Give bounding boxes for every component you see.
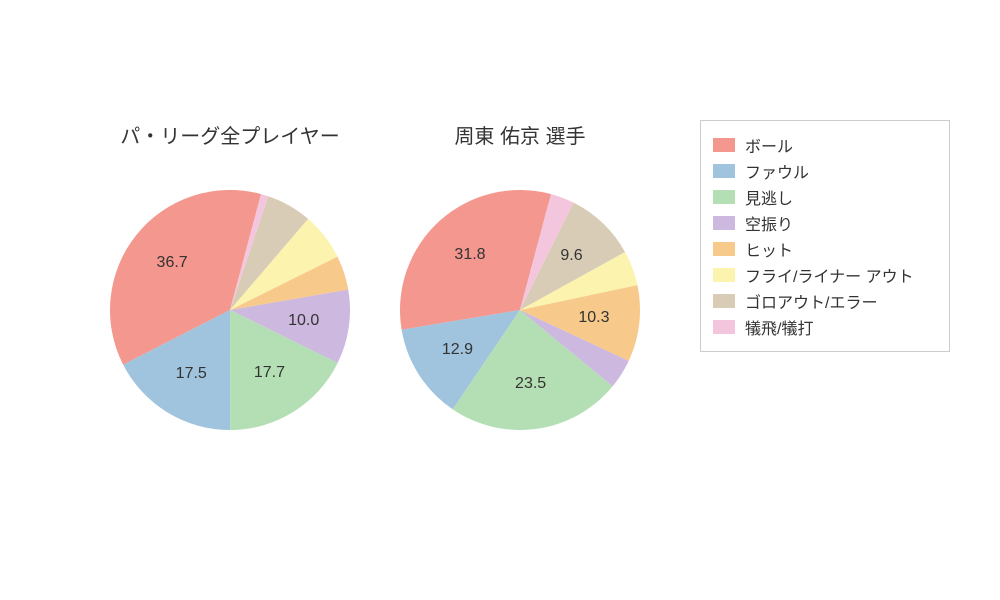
pie-label-looking: 17.7: [254, 364, 285, 382]
legend-item-hit: ヒット: [713, 237, 937, 261]
legend-label: ボール: [745, 133, 793, 157]
pie-label-foul: 17.5: [176, 365, 207, 383]
chart-container: パ・リーグ全プレイヤー 36.7 17.5 17.7 10.0 周東 佑京 選手 31…: [0, 0, 1000, 600]
legend-swatch: [713, 138, 735, 152]
legend-swatch: [713, 216, 735, 230]
pie-label-swing_miss: 10.0: [288, 312, 319, 330]
pie-1-title: パ・リーグ全プレイヤー: [120, 120, 339, 149]
legend-label: ヒット: [745, 237, 793, 261]
legend: ボールファウル見逃し空振りヒットフライ/ライナー アウトゴロアウト/エラー犠飛/…: [700, 120, 950, 352]
pie-label-ground_err: 9.6: [560, 247, 582, 265]
legend-label: フライ/ライナー アウト: [745, 263, 914, 287]
legend-label: ゴロアウト/エラー: [745, 289, 877, 313]
pie-2-title: 周東 佑京 選手: [454, 120, 585, 149]
legend-label: 見逃し: [745, 185, 793, 209]
pie-2: 31.8 12.9 23.5 10.3 9.6: [400, 190, 640, 430]
legend-item-fly_liner: フライ/ライナー アウト: [713, 263, 937, 287]
legend-swatch: [713, 242, 735, 256]
legend-item-ground_err: ゴロアウト/エラー: [713, 289, 937, 313]
legend-swatch: [713, 320, 735, 334]
pie-label-hit: 10.3: [578, 309, 609, 327]
pie-label-foul: 12.9: [442, 341, 473, 359]
legend-item-foul: ファウル: [713, 159, 937, 183]
legend-item-looking: 見逃し: [713, 185, 937, 209]
legend-label: 犠飛/犠打: [745, 315, 813, 339]
pie-label-looking: 23.5: [515, 375, 546, 393]
legend-swatch: [713, 164, 735, 178]
legend-swatch: [713, 294, 735, 308]
legend-item-ball: ボール: [713, 133, 937, 157]
pie-1: 36.7 17.5 17.7 10.0: [110, 190, 350, 430]
legend-label: 空振り: [745, 211, 793, 235]
legend-swatch: [713, 190, 735, 204]
legend-item-sac: 犠飛/犠打: [713, 315, 937, 339]
legend-swatch: [713, 268, 735, 282]
legend-label: ファウル: [745, 159, 809, 183]
pie-label-ball: 36.7: [157, 254, 188, 272]
pie-1-svg: [110, 190, 350, 430]
legend-item-swing_miss: 空振り: [713, 211, 937, 235]
pie-label-ball: 31.8: [454, 246, 485, 264]
